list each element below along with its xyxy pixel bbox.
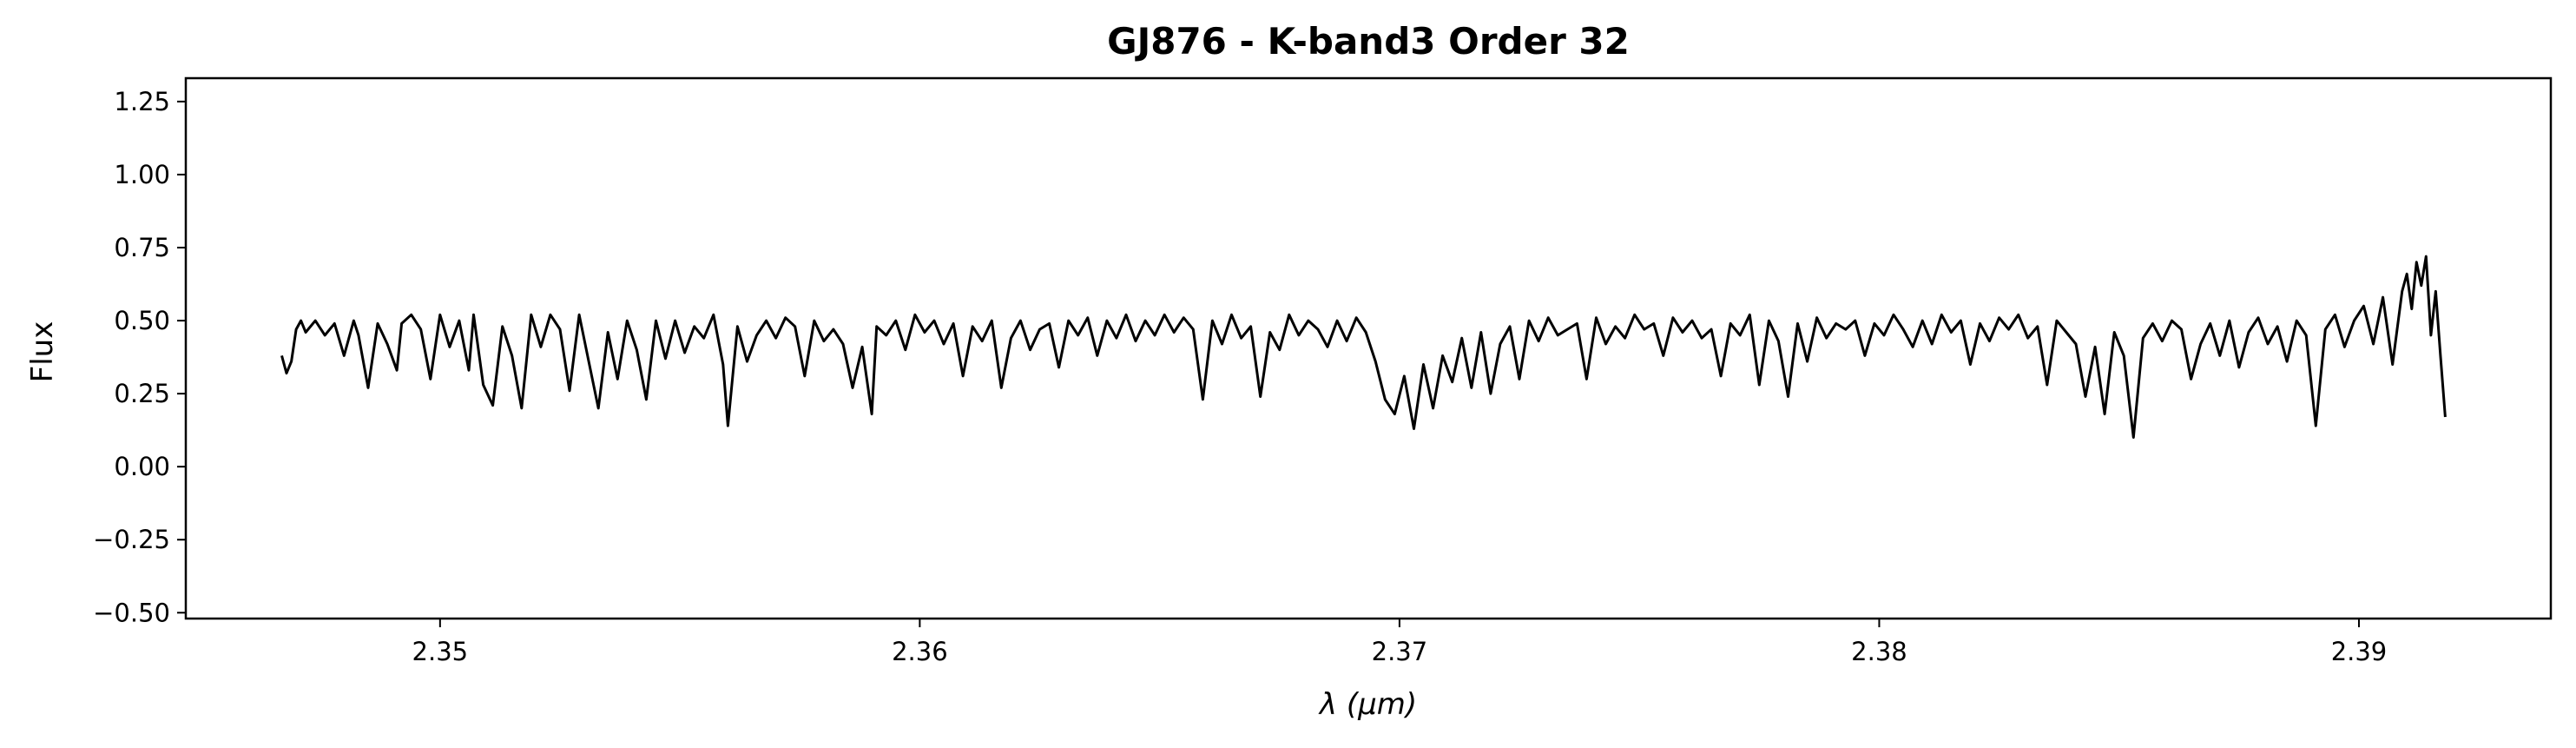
x-tick-label: 2.38 bbox=[1851, 637, 1907, 666]
y-tick-label: 0.75 bbox=[114, 233, 170, 262]
x-tick-label: 2.35 bbox=[412, 637, 469, 666]
x-tick-label: 2.36 bbox=[892, 637, 948, 666]
x-axis-label: λ (μm) bbox=[1318, 687, 1417, 722]
y-tick-label: −0.25 bbox=[93, 525, 170, 554]
y-tick-label: 0.50 bbox=[114, 306, 170, 335]
chart-title: GJ876 - K-band3 Order 32 bbox=[1107, 20, 1630, 63]
x-axis-ticks: 2.35 2.36 2.37 2.38 2.39 bbox=[412, 619, 2388, 666]
x-tick-label: 2.37 bbox=[1372, 637, 1428, 666]
y-tick-label: −0.50 bbox=[93, 598, 170, 627]
flux-series-line bbox=[280, 255, 2447, 439]
y-axis-ticks: −0.50 −0.25 0.00 0.25 0.50 0.75 1.00 1.25 bbox=[93, 87, 186, 627]
y-tick-label: 1.25 bbox=[114, 87, 170, 116]
y-tick-label: 1.00 bbox=[114, 160, 170, 189]
y-tick-label: 0.00 bbox=[114, 452, 170, 481]
y-axis-label: Flux bbox=[25, 321, 60, 383]
plot-frame bbox=[184, 76, 2553, 620]
plot-area bbox=[184, 76, 2553, 620]
y-tick-label: 0.25 bbox=[114, 379, 170, 408]
x-tick-label: 2.39 bbox=[2331, 637, 2388, 666]
